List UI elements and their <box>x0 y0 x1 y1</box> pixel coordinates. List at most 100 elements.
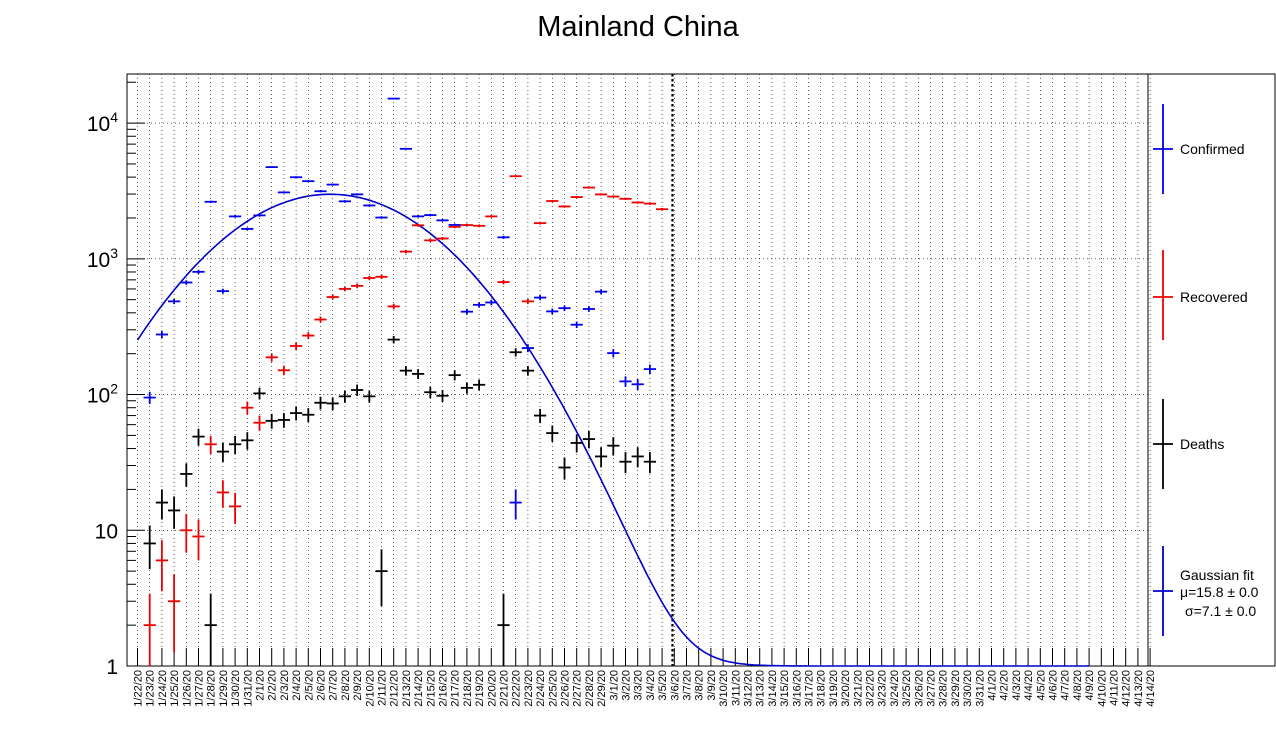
x-tick-label: 2/14/20 <box>413 670 425 707</box>
x-tick-label: 4/10/20 <box>1096 670 1108 707</box>
x-tick-label: 2/5/20 <box>303 670 315 701</box>
x-tick-label: 1/29/20 <box>218 670 230 707</box>
x-tick-label: 2/29/20 <box>596 670 608 707</box>
x-tick-label: 3/31/20 <box>974 670 986 707</box>
x-tick-label: 2/25/20 <box>547 670 559 707</box>
x-tick-label: 4/12/20 <box>1121 670 1133 707</box>
x-tick-label: 4/13/20 <box>1133 670 1145 707</box>
x-tick-label: 1/22/20 <box>133 670 145 707</box>
x-tick-label: 2/11/20 <box>377 670 389 706</box>
x-tick-label: 3/22/20 <box>865 670 877 707</box>
x-tick-label: 2/7/20 <box>328 670 340 701</box>
x-tick-label: 3/18/20 <box>816 670 828 707</box>
x-tick-label: 1/31/20 <box>242 670 254 707</box>
x-tick-label: 3/8/20 <box>694 670 706 701</box>
x-tick-label: 3/26/20 <box>913 670 925 707</box>
x-tick-label: 3/7/20 <box>682 670 694 701</box>
x-tick-label: 3/12/20 <box>743 670 755 707</box>
x-tick-label: 4/4/20 <box>1023 670 1035 701</box>
x-tick-label: 3/25/20 <box>901 670 913 707</box>
x-tick-label: 3/23/20 <box>877 670 889 707</box>
y-tick-label: 103 <box>87 245 118 272</box>
x-tick-label: 2/23/20 <box>523 670 535 707</box>
x-tick-label: 2/22/20 <box>511 670 523 707</box>
x-tick-label: 1/25/20 <box>169 670 181 707</box>
x-tick-label: 3/4/20 <box>645 670 657 701</box>
x-tick-label: 3/11/20 <box>730 670 742 706</box>
x-tick-label: 2/28/20 <box>584 670 596 707</box>
legend-label: Recovered <box>1180 289 1248 305</box>
x-tick-label: 3/17/20 <box>804 670 816 707</box>
x-tick-label: 2/18/20 <box>462 670 474 707</box>
x-tick-label: 2/10/20 <box>364 670 376 707</box>
x-tick-label: 2/15/20 <box>425 670 437 707</box>
x-tick-label: 4/1/20 <box>987 670 999 701</box>
legend-fit-mu: μ=15.8 ± 0.0 <box>1180 584 1259 600</box>
y-tick-label: 10 <box>95 520 118 543</box>
x-tick-label: 4/8/20 <box>1072 670 1084 701</box>
x-tick-label: 3/24/20 <box>889 670 901 707</box>
x-tick-label: 2/4/20 <box>291 670 303 701</box>
x-tick-label: 3/1/20 <box>608 670 620 701</box>
x-tick-label: 3/28/20 <box>938 670 950 707</box>
x-tick-label: 1/30/20 <box>230 670 242 707</box>
x-tick-label: 2/8/20 <box>340 670 352 701</box>
x-tick-label: 2/13/20 <box>401 670 413 707</box>
x-tick-label: 4/7/20 <box>1060 670 1072 701</box>
x-tick-label: 3/15/20 <box>779 670 791 707</box>
x-tick-label: 2/1/20 <box>255 670 267 701</box>
x-tick-label: 4/11/20 <box>1109 670 1121 706</box>
x-tick-label: 4/2/20 <box>999 670 1011 701</box>
x-tick-label: 3/16/20 <box>791 670 803 707</box>
x-axis: 1/22/20 1/23/20 1/24/20 1/25/20 1/26/20 1/27/… <box>133 648 1157 707</box>
x-tick-label: 4/9/20 <box>1084 670 1096 701</box>
x-tick-label: 1/24/20 <box>157 670 169 707</box>
data-marks <box>136 74 1090 667</box>
x-tick-label: 2/6/20 <box>316 670 328 701</box>
x-tick-label: 3/19/20 <box>828 670 840 707</box>
x-tick-label: 2/19/20 <box>474 670 486 707</box>
x-tick-label: 2/21/20 <box>499 670 511 707</box>
x-tick-label: 4/6/20 <box>1048 670 1060 701</box>
x-tick-label: 3/10/20 <box>718 670 730 707</box>
x-tick-label: 3/9/20 <box>706 670 718 701</box>
x-tick-label: 3/13/20 <box>755 670 767 707</box>
x-tick-label: 3/20/20 <box>840 670 852 707</box>
x-tick-label: 3/14/20 <box>767 670 779 707</box>
x-tick-label: 1/27/20 <box>194 670 206 707</box>
y-axis: 1 10 102 103 104 <box>87 81 145 679</box>
x-tick-label: 4/14/20 <box>1145 670 1157 707</box>
x-tick-label: 4/3/20 <box>1011 670 1023 701</box>
x-tick-label: 3/2/20 <box>621 670 633 701</box>
x-tick-label: 2/9/20 <box>352 670 364 701</box>
x-tick-label: 3/6/20 <box>669 670 681 701</box>
legend-label: Gaussian fit <box>1180 567 1254 583</box>
chart-title: Mainland China <box>537 11 739 43</box>
y-tick-label: 102 <box>87 381 118 408</box>
x-tick-label: 3/27/20 <box>926 670 938 707</box>
x-tick-label: 1/23/20 <box>145 670 157 707</box>
x-tick-label: 2/17/20 <box>450 670 462 707</box>
legend-label: Confirmed <box>1180 141 1245 157</box>
y-tick-label: 104 <box>87 109 118 136</box>
x-tick-label: 2/27/20 <box>572 670 584 707</box>
legend-label: Deaths <box>1180 436 1224 452</box>
x-tick-label: 3/3/20 <box>633 670 645 701</box>
x-tick-label: 2/24/20 <box>535 670 547 707</box>
x-tick-label: 1/28/20 <box>206 670 218 707</box>
x-tick-label: 2/20/20 <box>486 670 498 707</box>
legend-fit-sigma: σ=7.1 ± 0.0 <box>1185 603 1256 619</box>
legend: Confirmed Recovered Deaths Gaussian fitμ=15… <box>1153 104 1259 636</box>
y-tick-label: 1 <box>106 656 118 679</box>
x-tick-label: 1/26/20 <box>181 670 193 707</box>
x-tick-label: 3/29/20 <box>950 670 962 707</box>
x-tick-label: 3/5/20 <box>657 670 669 701</box>
x-tick-label: 4/5/20 <box>1035 670 1047 701</box>
x-tick-label: 2/12/20 <box>389 670 401 707</box>
fit-curve <box>136 193 1090 667</box>
x-tick-label: 2/26/20 <box>560 670 572 707</box>
x-tick-label: 3/30/20 <box>962 670 974 707</box>
x-tick-label: 2/3/20 <box>279 670 291 701</box>
x-tick-label: 3/21/20 <box>852 670 864 707</box>
